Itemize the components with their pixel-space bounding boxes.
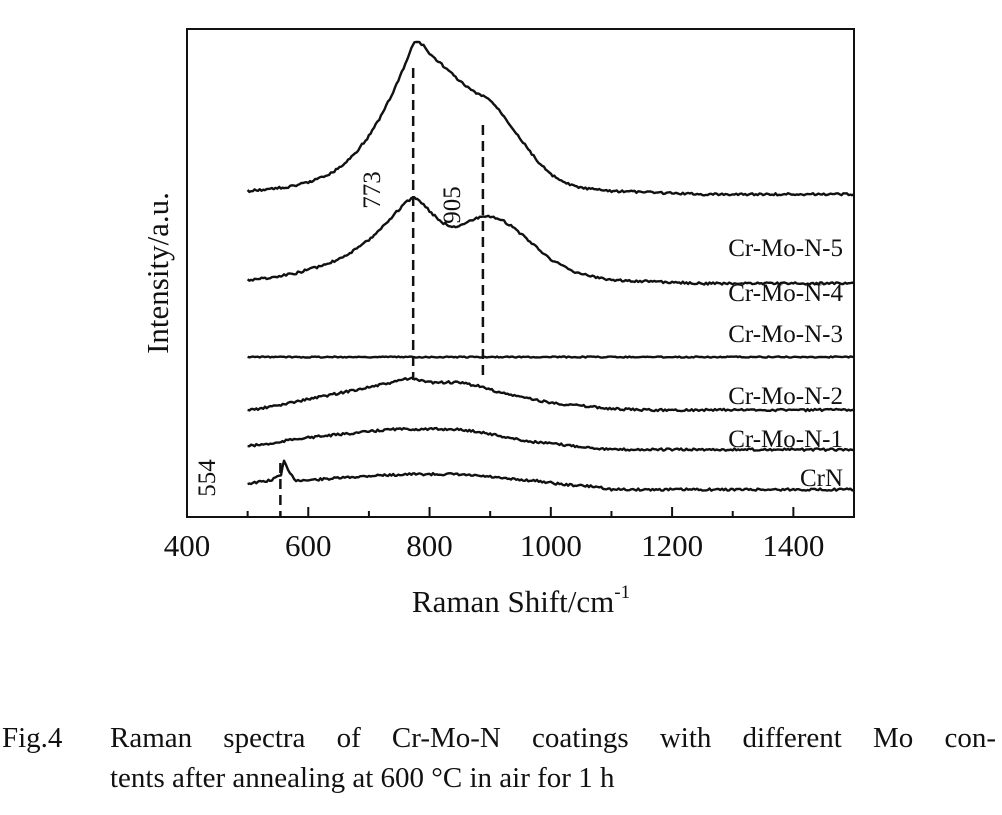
series-line-cr-mo-n-5 xyxy=(246,40,855,197)
x-tick-label: 1400 xyxy=(762,528,824,563)
plot-frame xyxy=(186,28,855,518)
caption-line-1: Raman spectra of Cr-Mo-N coatings with d… xyxy=(110,722,996,754)
series-line-cr-mo-n-1 xyxy=(247,426,855,452)
series-label: Cr-Mo-N-4 xyxy=(728,280,843,307)
series-labels: CrN Cr-Mo-N-1 Cr-Mo-N-2 Cr-Mo-N-3 Cr-Mo-N-4 C… xyxy=(728,235,843,492)
x-axis-label: Raman Shift/cm-1 xyxy=(412,582,630,619)
series-label: Cr-Mo-N-2 xyxy=(728,383,843,410)
series-label: Cr-Mo-N-5 xyxy=(728,235,843,262)
x-tick-label: 600 xyxy=(285,528,332,563)
peak-annotations: 554 773 905 xyxy=(194,171,466,497)
series-line-cr-mo-n-3 xyxy=(247,355,855,359)
peak-label-773: 773 xyxy=(359,171,386,209)
x-tick-label: 1000 xyxy=(520,528,582,563)
series-label: Cr-Mo-N-3 xyxy=(728,321,843,348)
series-line-cr-mo-n-4 xyxy=(246,196,855,286)
peak-reference-lines xyxy=(279,68,485,517)
series-label: Cr-Mo-N-1 xyxy=(728,426,843,453)
spectra-series xyxy=(246,40,855,492)
x-tick-label: 400 xyxy=(164,528,211,563)
x-tick-label: 800 xyxy=(406,528,453,563)
x-axis-label-superscript: -1 xyxy=(614,582,630,603)
raman-chart: 400 600 800 1000 1200 1400 CrN Cr-Mo-N-1 Cr-Mo-… xyxy=(140,28,855,619)
peak-label-905: 905 xyxy=(439,186,466,224)
caption-line-2: tents after annealing at 600 °C in air f… xyxy=(110,762,615,794)
series-line-crn xyxy=(247,459,855,492)
caption-figure-number: Fig.4 xyxy=(2,722,63,754)
x-axis-label-text: Raman Shift/cm xyxy=(412,584,614,619)
peak-label-554: 554 xyxy=(194,459,221,497)
y-axis-label: Intensity/a.u. xyxy=(140,192,175,354)
x-axis-ticks: 400 600 800 1000 1200 1400 xyxy=(164,507,855,563)
series-label: CrN xyxy=(800,465,843,492)
series-line-cr-mo-n-2 xyxy=(247,376,854,413)
x-tick-label: 1200 xyxy=(641,528,703,563)
